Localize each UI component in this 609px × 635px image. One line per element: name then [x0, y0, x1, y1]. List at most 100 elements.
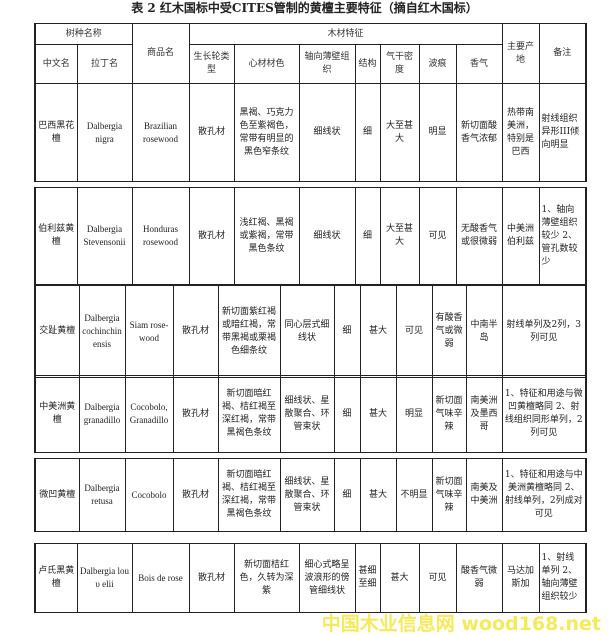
table-cell: Dalbergia cochinchinensis: [78, 285, 126, 378]
table-cell: 伯利兹黄檀: [34, 187, 78, 285]
table-cell: 射线单列及2列，3列可见: [501, 285, 587, 378]
table-cell: Brazilian rosewood: [131, 83, 190, 182]
header-trade-name: 商品名: [131, 23, 190, 84]
header-growth-ring: 生长轮类型: [188, 44, 235, 84]
table-row: 微凹黄檀 Dalbergia retusa Cocobolo 散孔材 新切面暗红褐、桔红…: [34, 458, 587, 532]
table-cell: 无酸香气或很微弱: [455, 187, 503, 285]
header-wood-features-group: 木材特征: [188, 23, 503, 45]
table-row-segment: 中美洲黄檀 Dalbergia granadillo Cocobolo, Grana…: [34, 375, 587, 453]
table-cell: 新切面紫红褐或暗红褐，常带黑褐或栗褐色细条纹: [217, 285, 281, 378]
table-cell: 不明显: [395, 458, 433, 532]
table-cell: 黑褐、巧克力色至紫褐色，常带有明显的黑色窄条纹: [233, 83, 300, 182]
table-cell: 细: [333, 375, 361, 453]
table-cell: 甚大: [359, 458, 397, 532]
table-cell: 可见: [395, 285, 433, 378]
table-cell: 微凹黄檀: [34, 458, 80, 532]
table-cell: 散孔材: [172, 285, 219, 378]
table-row: 卢氏黑黄檀 Dalbergia lou υ elii Bois de rose 散孔材…: [34, 543, 587, 613]
table-cell: Cocobolo: [124, 458, 174, 532]
header-chinese-name: 中文名: [34, 44, 78, 84]
table-cell: 明显: [395, 375, 433, 453]
table-cell: 甚大: [359, 285, 397, 378]
table-title: 表 2 红木国标中受CITES管制的黄檀主要特征（摘自红木国标）: [131, 1, 478, 15]
header-remarks: 备注: [538, 23, 587, 84]
table-cell: 1、轴向薄壁组织较少 2、管孔数较少: [538, 187, 587, 285]
table-cell: 新切面暗红褐、桔红褐至深红褐，常带黑褐色条纹: [217, 375, 281, 453]
table-cell: 南美及中美洲: [465, 458, 503, 532]
table-cell: 甚大: [379, 543, 420, 613]
table-cell: 1、特征和用途与中美洲黄檀略同 2、射线单列，2列成对可见: [501, 458, 587, 532]
header-density: 气干密度: [379, 44, 420, 84]
table-row-segment: 卢氏黑黄檀 Dalbergia lou υ elii Bois de rose 散孔材…: [34, 543, 587, 613]
header-heartwood-color: 心材材色: [233, 44, 300, 84]
table-cell: 细: [354, 187, 381, 285]
table-cell: Dalbergia granadillo: [78, 375, 126, 453]
table-cell: 甚细至细: [354, 543, 381, 613]
table-cell: 细线状、星散聚合、环管束状: [279, 458, 335, 532]
header-parenchyma: 轴向薄壁组织: [298, 44, 356, 84]
table-cell: 有酸香气或微弱: [431, 285, 467, 378]
table-row: 中美洲黄檀 Dalbergia granadillo Cocobolo, Grana…: [34, 375, 587, 453]
table-cell: 甚大: [359, 375, 397, 453]
table-cell: 细线状、星散聚合、环管束状: [279, 375, 335, 453]
table-cell: 新切面气味辛辣: [431, 458, 467, 532]
table-cell: 细线状: [298, 187, 356, 285]
table-cell: 细线状: [298, 83, 356, 182]
table-cell: 南美洲及墨西哥: [465, 375, 503, 453]
watermark: 中国木业信息网 wood168.net: [321, 613, 601, 635]
table-cell: 可见: [418, 187, 457, 285]
table-cell: 散孔材: [188, 83, 235, 182]
table-cell: 细: [333, 285, 361, 378]
table-cell: 散孔材: [188, 187, 235, 285]
table-cell: 1、射线单列 2、轴向薄壁组织较少: [538, 543, 587, 613]
table-cell: 马达加斯加: [501, 543, 540, 613]
table-cell: 中美洲黄檀: [34, 375, 80, 453]
table-row: 伯利兹黄檀 Dalbergia Stevensonii Honduras rosew…: [34, 187, 587, 285]
table-cell: 巴西黑花檀: [34, 83, 78, 182]
table-row: 交趾黄檀 Dalbergia cochinchinensis Siam rose-w…: [34, 285, 587, 378]
header-species-group: 树种名称: [34, 23, 133, 45]
table-cell: 细: [333, 458, 361, 532]
table-cell: 新切面酸香气浓郁: [455, 83, 503, 182]
table-cell: 可见: [418, 543, 457, 613]
table-cell: 新切面气味辛辣: [431, 375, 467, 453]
table-cell: 热带南美洲，特别是巴西: [501, 83, 540, 182]
table-row-segment: 交趾黄檀 Dalbergia cochinchinensis Siam rose-w…: [34, 285, 587, 378]
header-aroma: 香气: [455, 44, 503, 84]
table-cell: 浅红褐、黑褐或紫褐，常带黑色条纹: [233, 187, 300, 285]
table-cell: Bois de rose: [131, 543, 190, 613]
table-cell: 明显: [418, 83, 457, 182]
table-cell: Cocobolo, Granadillo: [124, 375, 174, 453]
table-cell: 交趾黄檀: [34, 285, 80, 378]
table-cell: 大至甚大: [379, 83, 420, 182]
table-cell: 新切面暗红褐、桔红褐至深红褐，常带黑褐色条纹: [217, 458, 281, 532]
table-cell: 射线组织异形III倾向明显: [538, 83, 587, 182]
header-ripple: 波痕: [418, 44, 457, 84]
table-cell: 中美洲伯利兹: [501, 187, 540, 285]
table-cell: 同心层式细线状: [279, 285, 335, 378]
table-row: 巴西黑花檀 Dalbergia nigra Brazilian rosewood 散孔…: [34, 83, 587, 182]
table-row-segment: 微凹黄檀 Dalbergia retusa Cocobolo 散孔材 新切面暗红褐、桔红…: [34, 458, 587, 532]
table-cell: Honduras rosewood: [131, 187, 190, 285]
table-cell: 大至甚大: [379, 187, 420, 285]
table-cell: 散孔材: [172, 375, 219, 453]
table-cell: Dalbergia nigra: [76, 83, 133, 182]
table-cell: 1、特征和用途与微凹黄檀略同 2、射线组织同形单列，2列可见: [501, 375, 587, 453]
header-latin-name: 拉丁名: [76, 44, 133, 84]
table-cell: Dalbergia retusa: [78, 458, 126, 532]
table-cell: 细: [354, 83, 381, 182]
table-cell: Dalbergia Stevensonii: [76, 187, 133, 285]
table-cell: 散孔材: [188, 543, 235, 613]
table-cell: 卢氏黑黄檀: [34, 543, 78, 613]
table-cell: 酸香气微弱: [455, 543, 503, 613]
header-structure: 结构: [354, 44, 381, 84]
table-cell: Siam rose-wood: [124, 285, 174, 378]
table-cell: 细心式略呈波浪形的傍管细线状: [298, 543, 356, 613]
table-header: 树种名称 商品名 木材特征 主要产地 备注 中文名 拉丁名 生长轮类型 心材材色…: [34, 23, 588, 84]
table-cell: 新切面桔红色，久转为深紫: [233, 543, 300, 613]
header-origin: 主要产地: [501, 23, 540, 84]
table-row-segment: 巴西黑花檀 Dalbergia nigra Brazilian rosewood 散孔…: [34, 83, 587, 182]
table-cell: 中南半岛: [465, 285, 503, 378]
table-cell: 散孔材: [172, 458, 219, 532]
table-cell: Dalbergia lou υ elii: [76, 543, 133, 613]
